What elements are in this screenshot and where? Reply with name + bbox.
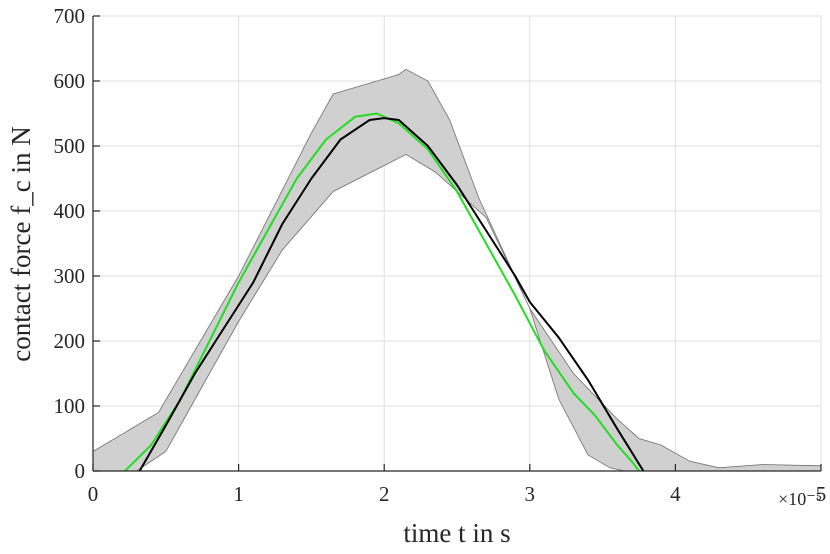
x-tick-label: 5 <box>816 482 827 506</box>
y-tick-label: 400 <box>54 199 86 223</box>
series-lines <box>124 112 645 472</box>
x-tick-label: 0 <box>88 482 99 506</box>
x-axis-title: time t in s <box>403 518 510 548</box>
x-tick-label: 3 <box>525 482 536 506</box>
y-axis-title: contact force f_c in N <box>6 126 36 361</box>
grid <box>92 15 822 472</box>
tick-labels: 0 1 2 3 4 5 0 100 200 300 400 500 600 700 <box>54 4 827 506</box>
y-tick-label: 100 <box>54 394 86 418</box>
y-tick-label: 300 <box>54 264 86 288</box>
x-tick-label: 2 <box>379 482 390 506</box>
y-tick-label: 0 <box>75 459 86 483</box>
y-tick-label: 500 <box>54 134 86 158</box>
x-tick-label: 4 <box>670 482 681 506</box>
x-tick-label: 1 <box>233 482 244 506</box>
y-tick-label: 600 <box>54 69 86 93</box>
band-area <box>92 68 822 472</box>
series-line-2 <box>138 117 645 472</box>
confidence-band <box>92 68 822 472</box>
y-tick-label: 700 <box>54 4 86 28</box>
x-axis-multiplier: ×10⁻⁵ <box>778 489 822 509</box>
y-tick-label: 200 <box>54 329 86 353</box>
axes <box>92 15 822 472</box>
series-line-1 <box>124 112 640 472</box>
